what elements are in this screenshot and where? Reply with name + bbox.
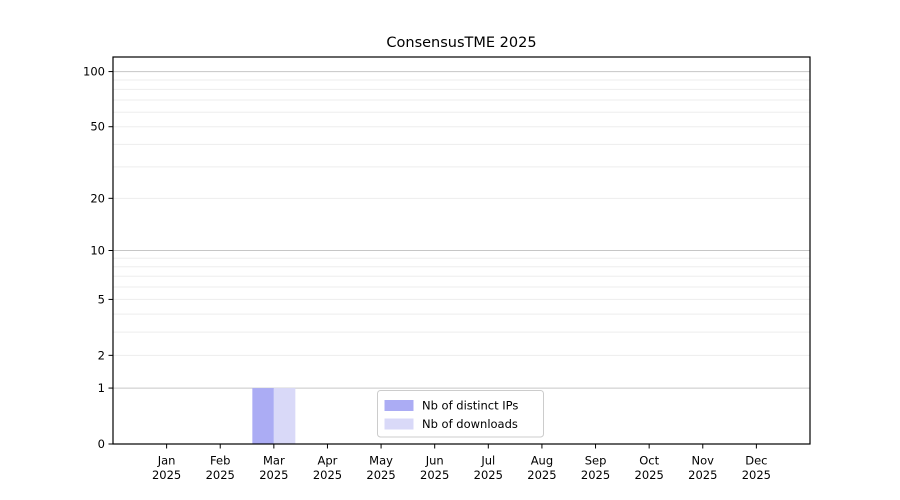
x-tick-label-dec: Dec — [745, 454, 767, 468]
chart-title: ConsensusTME 2025 — [386, 35, 537, 51]
x-tick-label-year-sep: 2025 — [581, 468, 610, 482]
y-tick-label-10: 10 — [90, 244, 105, 258]
x-tick-label-year-jul: 2025 — [474, 468, 503, 482]
y-tick-label-2: 2 — [98, 348, 105, 362]
y-tick-label-50: 50 — [90, 120, 105, 134]
x-tick-label-year-may: 2025 — [366, 468, 395, 482]
x-tick-label-apr: Apr — [318, 454, 338, 468]
x-tick-label-jul: Jul — [480, 454, 495, 468]
x-tick-label-year-jan: 2025 — [152, 468, 181, 482]
x-tick-label-jan: Jan — [157, 454, 176, 468]
x-tick-label-year-aug: 2025 — [527, 468, 556, 482]
y-tick-label-1: 1 — [98, 381, 105, 395]
x-tick-label-year-jun: 2025 — [420, 468, 449, 482]
y-tick-label-20: 20 — [90, 191, 105, 205]
legend-label-nb-of-distinct-ips: Nb of distinct IPs — [422, 399, 518, 413]
x-tick-label-year-apr: 2025 — [313, 468, 342, 482]
x-tick-label-mar: Mar — [263, 454, 285, 468]
x-tick-label-may: May — [369, 454, 393, 468]
y-tick-label-0: 0 — [98, 437, 105, 451]
x-tick-label-oct: Oct — [639, 454, 659, 468]
legend-label-nb-of-downloads: Nb of downloads — [422, 417, 518, 431]
bar-nb-of-downloads-mar-2025 — [273, 388, 296, 444]
y-tick-label-100: 100 — [83, 65, 105, 79]
y-tick-label-5: 5 — [98, 292, 105, 306]
x-tick-label-jun: Jun — [425, 454, 444, 468]
x-tick-label-year-mar: 2025 — [259, 468, 288, 482]
legend-swatch-nb-of-distinct-ips — [384, 400, 414, 411]
bar-nb-of-distinct-ips-mar-2025 — [252, 388, 274, 444]
x-tick-label-feb: Feb — [210, 454, 230, 468]
legend-swatch-nb-of-downloads — [384, 418, 414, 430]
x-tick-label-year-feb: 2025 — [206, 468, 235, 482]
x-tick-label-year-dec: 2025 — [742, 468, 771, 482]
x-tick-label-sep: Sep — [585, 454, 607, 468]
x-tick-label-year-oct: 2025 — [635, 468, 664, 482]
x-tick-label-year-nov: 2025 — [688, 468, 717, 482]
x-tick-label-aug: Aug — [531, 454, 553, 468]
legend-box — [377, 390, 544, 438]
x-tick-label-nov: Nov — [692, 454, 715, 468]
